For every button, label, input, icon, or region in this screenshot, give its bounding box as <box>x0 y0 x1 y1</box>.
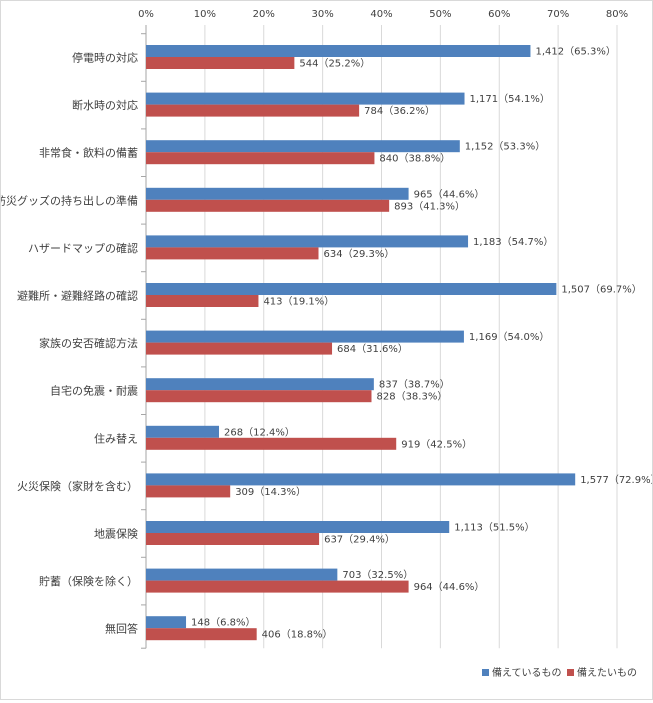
bar-prepared <box>146 521 450 533</box>
legend-label: 備えているもの <box>492 666 562 679</box>
data-label: 703（32.5%） <box>342 569 413 581</box>
bar-wanted <box>146 580 409 593</box>
bar-prepared <box>146 187 409 200</box>
bar-prepared <box>146 425 220 438</box>
bar-wanted <box>146 57 295 69</box>
data-label: 1,577（72.9%） <box>580 474 652 486</box>
data-label: 309（14.3%） <box>235 486 306 498</box>
data-label: 1,183（54.7%） <box>473 236 553 248</box>
x-tick-label: 40% <box>370 9 392 20</box>
x-tick-label: 50% <box>429 9 451 20</box>
bar-wanted <box>146 104 360 117</box>
bar-wanted <box>146 437 397 450</box>
bar-prepared <box>146 378 374 391</box>
data-label: 413（19.1%） <box>263 296 334 308</box>
x-tick-label: 10% <box>194 9 216 20</box>
data-label: 684（31.6%） <box>337 343 408 355</box>
x-tick-label: 80% <box>606 9 628 20</box>
bar-prepared <box>146 330 464 343</box>
bar-prepared <box>146 140 460 153</box>
data-label: 268（12.4%） <box>224 426 295 438</box>
data-label: 837（38.7%） <box>379 379 450 391</box>
bar-wanted <box>146 485 231 498</box>
data-label: 1,113（51.5%） <box>454 522 534 534</box>
bar-prepared <box>146 283 557 295</box>
data-label: 840（38.8%） <box>379 153 450 165</box>
bar-prepared <box>146 235 469 248</box>
bar-wanted <box>146 247 319 260</box>
data-label: 637（29.4%） <box>324 534 395 546</box>
bar-wanted <box>146 628 257 641</box>
category-label: 無回答 <box>105 622 138 636</box>
bar-wanted <box>146 152 375 165</box>
data-label: 1,152（53.3%） <box>465 141 545 153</box>
bar-wanted <box>146 295 259 307</box>
bar-wanted <box>146 533 320 545</box>
data-label: 964（44.6%） <box>414 581 485 593</box>
category-label: 断水時の対応 <box>72 98 138 112</box>
bar-wanted <box>146 199 390 212</box>
category-label: 貯蓄（保険を除く） <box>39 574 138 588</box>
data-label: 1,412（65.3%） <box>535 46 615 58</box>
bar-prepared <box>146 45 531 57</box>
data-label: 634（29.3%） <box>324 248 395 260</box>
x-tick-label: 60% <box>488 9 510 20</box>
category-label: 自宅の免震・耐震 <box>50 384 138 398</box>
bar-prepared <box>146 616 187 629</box>
data-label: 919（42.5%） <box>401 438 472 450</box>
legend-label: 備えたいもの <box>577 666 637 679</box>
data-label: 1,171（54.1%） <box>470 93 550 105</box>
x-tick-label: 20% <box>253 9 275 20</box>
data-label: 544（25.2%） <box>299 58 370 70</box>
legend-swatch <box>567 669 574 676</box>
category-label: 火災保険（家財を含む） <box>17 479 138 493</box>
bar-wanted <box>146 390 372 403</box>
data-label: 148（6.8%） <box>191 617 256 629</box>
category-label: 避難所・避難経路の確認 <box>17 289 138 303</box>
data-label: 1,169（54.0%） <box>469 331 549 343</box>
category-label: 防災グッズの持ち出しの準備 <box>1 193 138 207</box>
data-label: 893（41.3%） <box>394 200 465 212</box>
x-tick-label: 0% <box>138 9 154 20</box>
data-label: 828（38.3%） <box>376 391 447 403</box>
legend-swatch <box>482 669 489 676</box>
category-label: 住み替え <box>94 431 138 445</box>
bar-prepared <box>146 568 338 581</box>
data-label: 784（36.2%） <box>364 105 435 117</box>
data-label: 1,507（69.7%） <box>561 284 641 296</box>
category-label: ハザードマップの確認 <box>28 241 138 255</box>
bar-prepared <box>146 473 576 486</box>
category-label: 停電時の対応 <box>72 51 138 65</box>
x-tick-label: 30% <box>312 9 334 20</box>
x-tick-label: 70% <box>547 9 569 20</box>
category-label: 地震保険 <box>94 527 138 541</box>
data-label: 406（18.8%） <box>262 629 333 641</box>
bar-wanted <box>146 342 333 355</box>
category-label: 非常食・飲料の備蓄 <box>39 146 138 160</box>
category-label: 家族の安否確認方法 <box>39 336 138 350</box>
data-label: 965（44.6%） <box>414 188 485 200</box>
bar-prepared <box>146 92 465 105</box>
